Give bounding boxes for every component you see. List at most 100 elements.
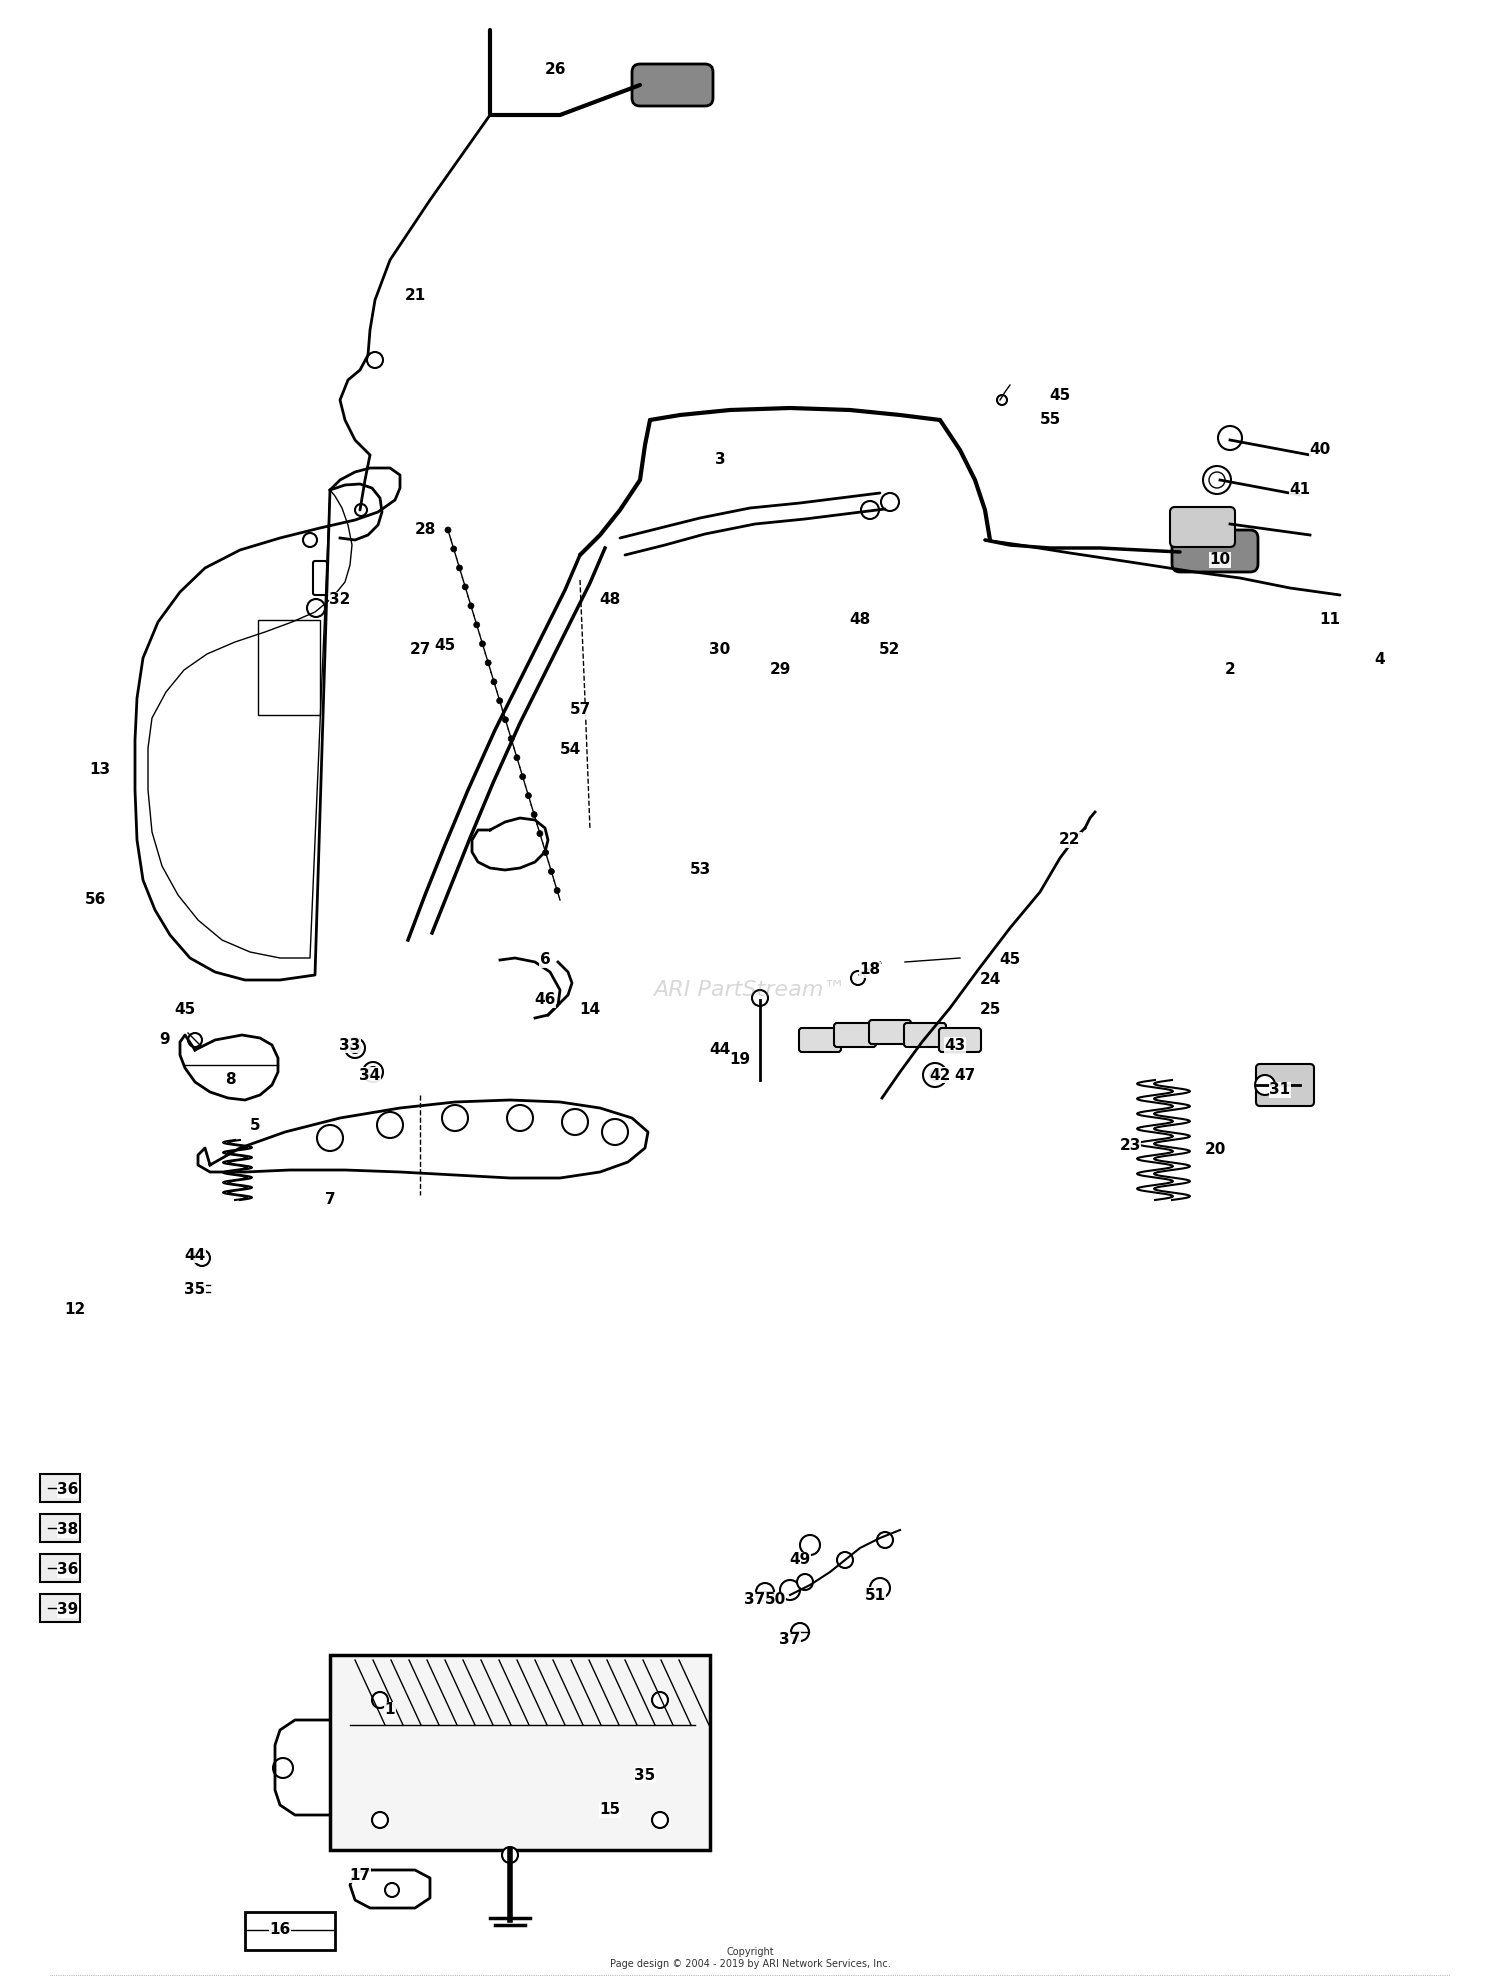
Text: 42: 42 [930,1067,951,1083]
Circle shape [350,1044,360,1054]
Circle shape [1203,466,1231,494]
FancyBboxPatch shape [834,1024,876,1048]
FancyBboxPatch shape [258,619,320,714]
Circle shape [194,1250,210,1266]
Text: 31: 31 [1269,1083,1290,1097]
Text: 26: 26 [544,63,566,77]
Circle shape [484,661,490,667]
Text: 4: 4 [1374,653,1386,667]
Text: 37: 37 [780,1633,801,1647]
Circle shape [386,1883,399,1897]
Text: 13: 13 [90,762,111,778]
Text: 20: 20 [1204,1143,1225,1157]
FancyBboxPatch shape [314,561,327,595]
Circle shape [356,504,368,516]
Circle shape [549,869,555,875]
Circle shape [554,887,560,893]
Text: 6: 6 [540,952,550,968]
Circle shape [796,1573,813,1589]
Text: 12: 12 [64,1303,86,1317]
Text: 24: 24 [980,972,1000,988]
Text: 56: 56 [84,893,105,907]
FancyBboxPatch shape [40,1474,80,1502]
Text: 45: 45 [999,952,1020,968]
Circle shape [837,1551,854,1567]
Text: 30: 30 [710,643,730,657]
Circle shape [490,679,496,684]
Text: 57: 57 [570,702,591,718]
Circle shape [1209,472,1225,488]
FancyBboxPatch shape [1256,1063,1314,1105]
Text: Copyright
Page design © 2004 - 2019 by ARI Network Services, Inc.: Copyright Page design © 2004 - 2019 by A… [609,1946,891,1968]
Circle shape [462,583,468,589]
Text: 11: 11 [1320,613,1341,627]
FancyBboxPatch shape [1172,530,1258,571]
Text: 47: 47 [954,1067,975,1083]
Circle shape [531,811,537,817]
Circle shape [316,1125,344,1151]
Text: 17: 17 [350,1867,370,1883]
Circle shape [480,641,486,647]
Text: 46: 46 [534,992,555,1008]
Text: 55: 55 [1040,413,1060,427]
Text: 2: 2 [1224,663,1236,677]
Text: 53: 53 [690,863,711,877]
Text: 33: 33 [339,1038,360,1052]
Circle shape [474,621,480,627]
Text: 51: 51 [864,1587,885,1603]
Circle shape [372,1692,388,1708]
Circle shape [800,1536,820,1555]
Circle shape [652,1692,668,1708]
Text: 21: 21 [405,288,426,302]
FancyBboxPatch shape [632,63,712,105]
Text: 40: 40 [1310,442,1330,458]
Circle shape [188,1034,202,1048]
Text: 14: 14 [579,1002,600,1018]
Text: 9: 9 [159,1032,171,1048]
Text: 1: 1 [384,1702,396,1718]
Circle shape [368,1067,378,1077]
Circle shape [756,1583,774,1601]
Text: 28: 28 [414,522,435,538]
Circle shape [468,603,474,609]
Text: 41: 41 [1290,482,1311,498]
Text: 16: 16 [270,1922,291,1938]
Circle shape [503,1847,518,1863]
Circle shape [450,546,456,552]
Text: 45: 45 [435,637,456,653]
Text: 29: 29 [770,663,790,677]
Text: 22: 22 [1059,833,1080,847]
Circle shape [930,1069,940,1079]
Text: 23: 23 [1119,1137,1140,1153]
Text: 5: 5 [249,1117,261,1133]
Circle shape [602,1119,628,1145]
Circle shape [514,754,520,760]
Circle shape [1218,427,1242,450]
Text: 49: 49 [789,1553,810,1567]
Circle shape [308,599,326,617]
Circle shape [525,794,531,800]
Circle shape [507,1105,532,1131]
Circle shape [562,1109,588,1135]
Text: 3: 3 [714,452,726,468]
Circle shape [496,698,502,704]
Circle shape [752,990,768,1006]
FancyBboxPatch shape [244,1913,334,1950]
Circle shape [456,565,462,571]
FancyBboxPatch shape [40,1593,80,1623]
Text: 44: 44 [710,1042,730,1057]
Circle shape [442,1105,468,1131]
Text: 44: 44 [184,1248,206,1262]
Circle shape [519,774,525,780]
Circle shape [922,1063,946,1087]
Circle shape [376,1111,404,1139]
Text: 7: 7 [324,1192,336,1208]
Text: 45: 45 [1050,387,1071,403]
Circle shape [303,534,316,548]
Circle shape [1256,1075,1275,1095]
Text: 48: 48 [600,593,621,607]
FancyBboxPatch shape [904,1024,946,1048]
Text: 36: 36 [57,1563,78,1577]
FancyBboxPatch shape [40,1514,80,1542]
Text: 32: 32 [330,593,351,607]
